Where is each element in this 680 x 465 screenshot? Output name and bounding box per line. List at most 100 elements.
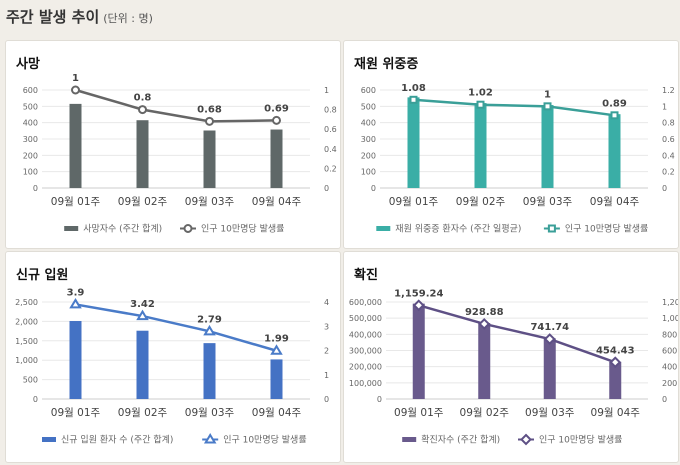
line-point xyxy=(270,344,283,355)
legend-bar-swatch xyxy=(64,226,79,231)
y-right-tick: 0.2 xyxy=(324,164,337,173)
y-right-tick: 800 xyxy=(662,330,677,339)
data-label: 928.88 xyxy=(465,307,504,318)
y-left-tick: 500 xyxy=(361,102,376,111)
x-tick-label: 09월 04주 xyxy=(590,196,640,208)
y-left-tick: 400 xyxy=(361,119,376,128)
x-tick-label: 09월 01주 xyxy=(389,196,439,208)
legend-marker-icon xyxy=(183,224,193,233)
y-left-tick: 100,000 xyxy=(349,379,382,388)
y-left-tick: 1,000 xyxy=(15,356,38,365)
line-point xyxy=(543,333,556,345)
y-right-tick: 3 xyxy=(324,322,329,331)
y-right-tick: 1,000 xyxy=(662,314,678,323)
line-point xyxy=(138,105,147,115)
chart-svg: 0 100 200 300 400 500 600 0 0.2 0.4 0.6 0.8 1 1.2 09월 … xyxy=(361,83,675,235)
x-tick-label: 09월 02주 xyxy=(460,407,510,419)
chart-panel-admissions: 신규 입원 0 500 1,000 1,500 2,000 2,500 0 1 2 3 4 09월 01… xyxy=(5,251,341,463)
page-title: 주간 발생 추이 xyxy=(6,8,100,26)
y-right-tick: 0.8 xyxy=(662,119,675,128)
y-right-tick: 400 xyxy=(662,363,677,372)
y-left-tick: 400,000 xyxy=(349,330,382,339)
legend-bar-swatch xyxy=(42,437,56,442)
bar xyxy=(203,343,216,399)
line-point xyxy=(478,318,491,330)
legend-bar-label: 사망자수 (주간 합계) xyxy=(83,223,162,235)
x-tick-label: 09월 03주 xyxy=(523,196,573,208)
bar xyxy=(136,120,149,188)
line-point xyxy=(609,356,622,369)
x-tick-label: 09월 04주 xyxy=(591,407,641,419)
y-left-tick: 500 xyxy=(23,376,38,385)
y-left-tick: 200 xyxy=(23,151,38,160)
data-label: 1.02 xyxy=(468,88,493,99)
data-label: 0.89 xyxy=(602,98,627,109)
y-right-tick: 200 xyxy=(662,379,677,388)
rate-line xyxy=(418,304,616,364)
data-label: 0.69 xyxy=(264,103,289,114)
legend-marker-icon xyxy=(520,433,532,446)
y-left-tick: 300 xyxy=(361,135,376,144)
data-label: 0.8 xyxy=(134,93,152,104)
bar xyxy=(543,338,556,399)
page-header: 주간 발생 추이 (단위 : 명) xyxy=(6,6,153,27)
y-left-tick: 200 xyxy=(361,151,376,160)
data-label: 1.99 xyxy=(264,334,289,345)
bar xyxy=(412,303,425,399)
y-right-tick: 0.8 xyxy=(324,106,337,115)
data-label: 2.79 xyxy=(197,314,222,325)
line-point xyxy=(610,111,619,120)
data-label: 741.74 xyxy=(530,322,569,333)
chart-svg: 0 100 200 300 400 500 600 0 0.2 0.4 0.6 0.8 1 09월 01주… xyxy=(23,73,337,235)
data-label: 1 xyxy=(72,73,79,84)
data-label: 0.68 xyxy=(197,104,222,115)
legend-line-label: 인구 10만명당 발생률 xyxy=(223,435,306,446)
line-point xyxy=(71,85,80,95)
x-tick-label: 09월 02주 xyxy=(118,407,168,419)
x-tick-label: 09월 03주 xyxy=(525,407,575,419)
legend-bar-swatch xyxy=(376,226,391,231)
bar xyxy=(541,105,554,188)
line-point xyxy=(476,100,485,109)
y-right-tick: 1 xyxy=(662,102,667,111)
legend-marker-icon xyxy=(547,224,556,233)
bar xyxy=(69,103,82,188)
y-right-tick: 0 xyxy=(324,184,329,193)
bar xyxy=(270,129,283,188)
y-right-tick: 2 xyxy=(324,347,329,356)
unit-label: (단위 : 명) xyxy=(103,12,153,25)
y-right-tick: 0.2 xyxy=(662,168,675,177)
y-left-tick: 0 xyxy=(33,184,38,193)
legend-line-label: 인구 10만명당 발생률 xyxy=(201,224,284,235)
y-right-tick: 1 xyxy=(324,86,329,95)
y-right-tick: 1.2 xyxy=(662,86,675,95)
legend-bar-swatch xyxy=(402,437,417,442)
y-left-tick: 100 xyxy=(23,168,38,177)
rate-line xyxy=(413,98,615,117)
data-label: 3.42 xyxy=(130,299,155,310)
y-right-tick: 600 xyxy=(662,347,677,356)
y-left-tick: 600 xyxy=(361,86,376,95)
y-left-tick: 400 xyxy=(23,119,38,128)
chart-panel-critical: 재원 위중증 0 100 200 300 400 500 600 0 0.2 0.4 0.6 0.8 1 1… xyxy=(343,40,679,249)
line-point xyxy=(203,324,216,336)
y-right-tick: 0 xyxy=(662,395,667,404)
y-right-tick: 1 xyxy=(324,371,329,380)
line-point xyxy=(69,297,82,309)
y-right-tick: 0 xyxy=(662,184,667,193)
rate-line xyxy=(75,303,277,352)
bar xyxy=(136,330,149,399)
y-left-tick: 200,000 xyxy=(349,363,382,372)
bar xyxy=(407,97,420,188)
x-tick-label: 09월 03주 xyxy=(185,407,235,419)
chart-title: 사망 xyxy=(16,57,40,72)
bar xyxy=(609,361,622,399)
data-label: 1,159.24 xyxy=(394,288,443,299)
legend-marker-icon xyxy=(203,433,217,444)
line-point xyxy=(409,95,418,104)
y-left-tick: 0 xyxy=(377,395,382,404)
bar xyxy=(203,130,216,188)
legend-line-label: 인구 10만명당 발생률 xyxy=(539,435,622,446)
y-left-tick: 500 xyxy=(23,102,38,111)
y-left-tick: 0 xyxy=(371,184,376,193)
